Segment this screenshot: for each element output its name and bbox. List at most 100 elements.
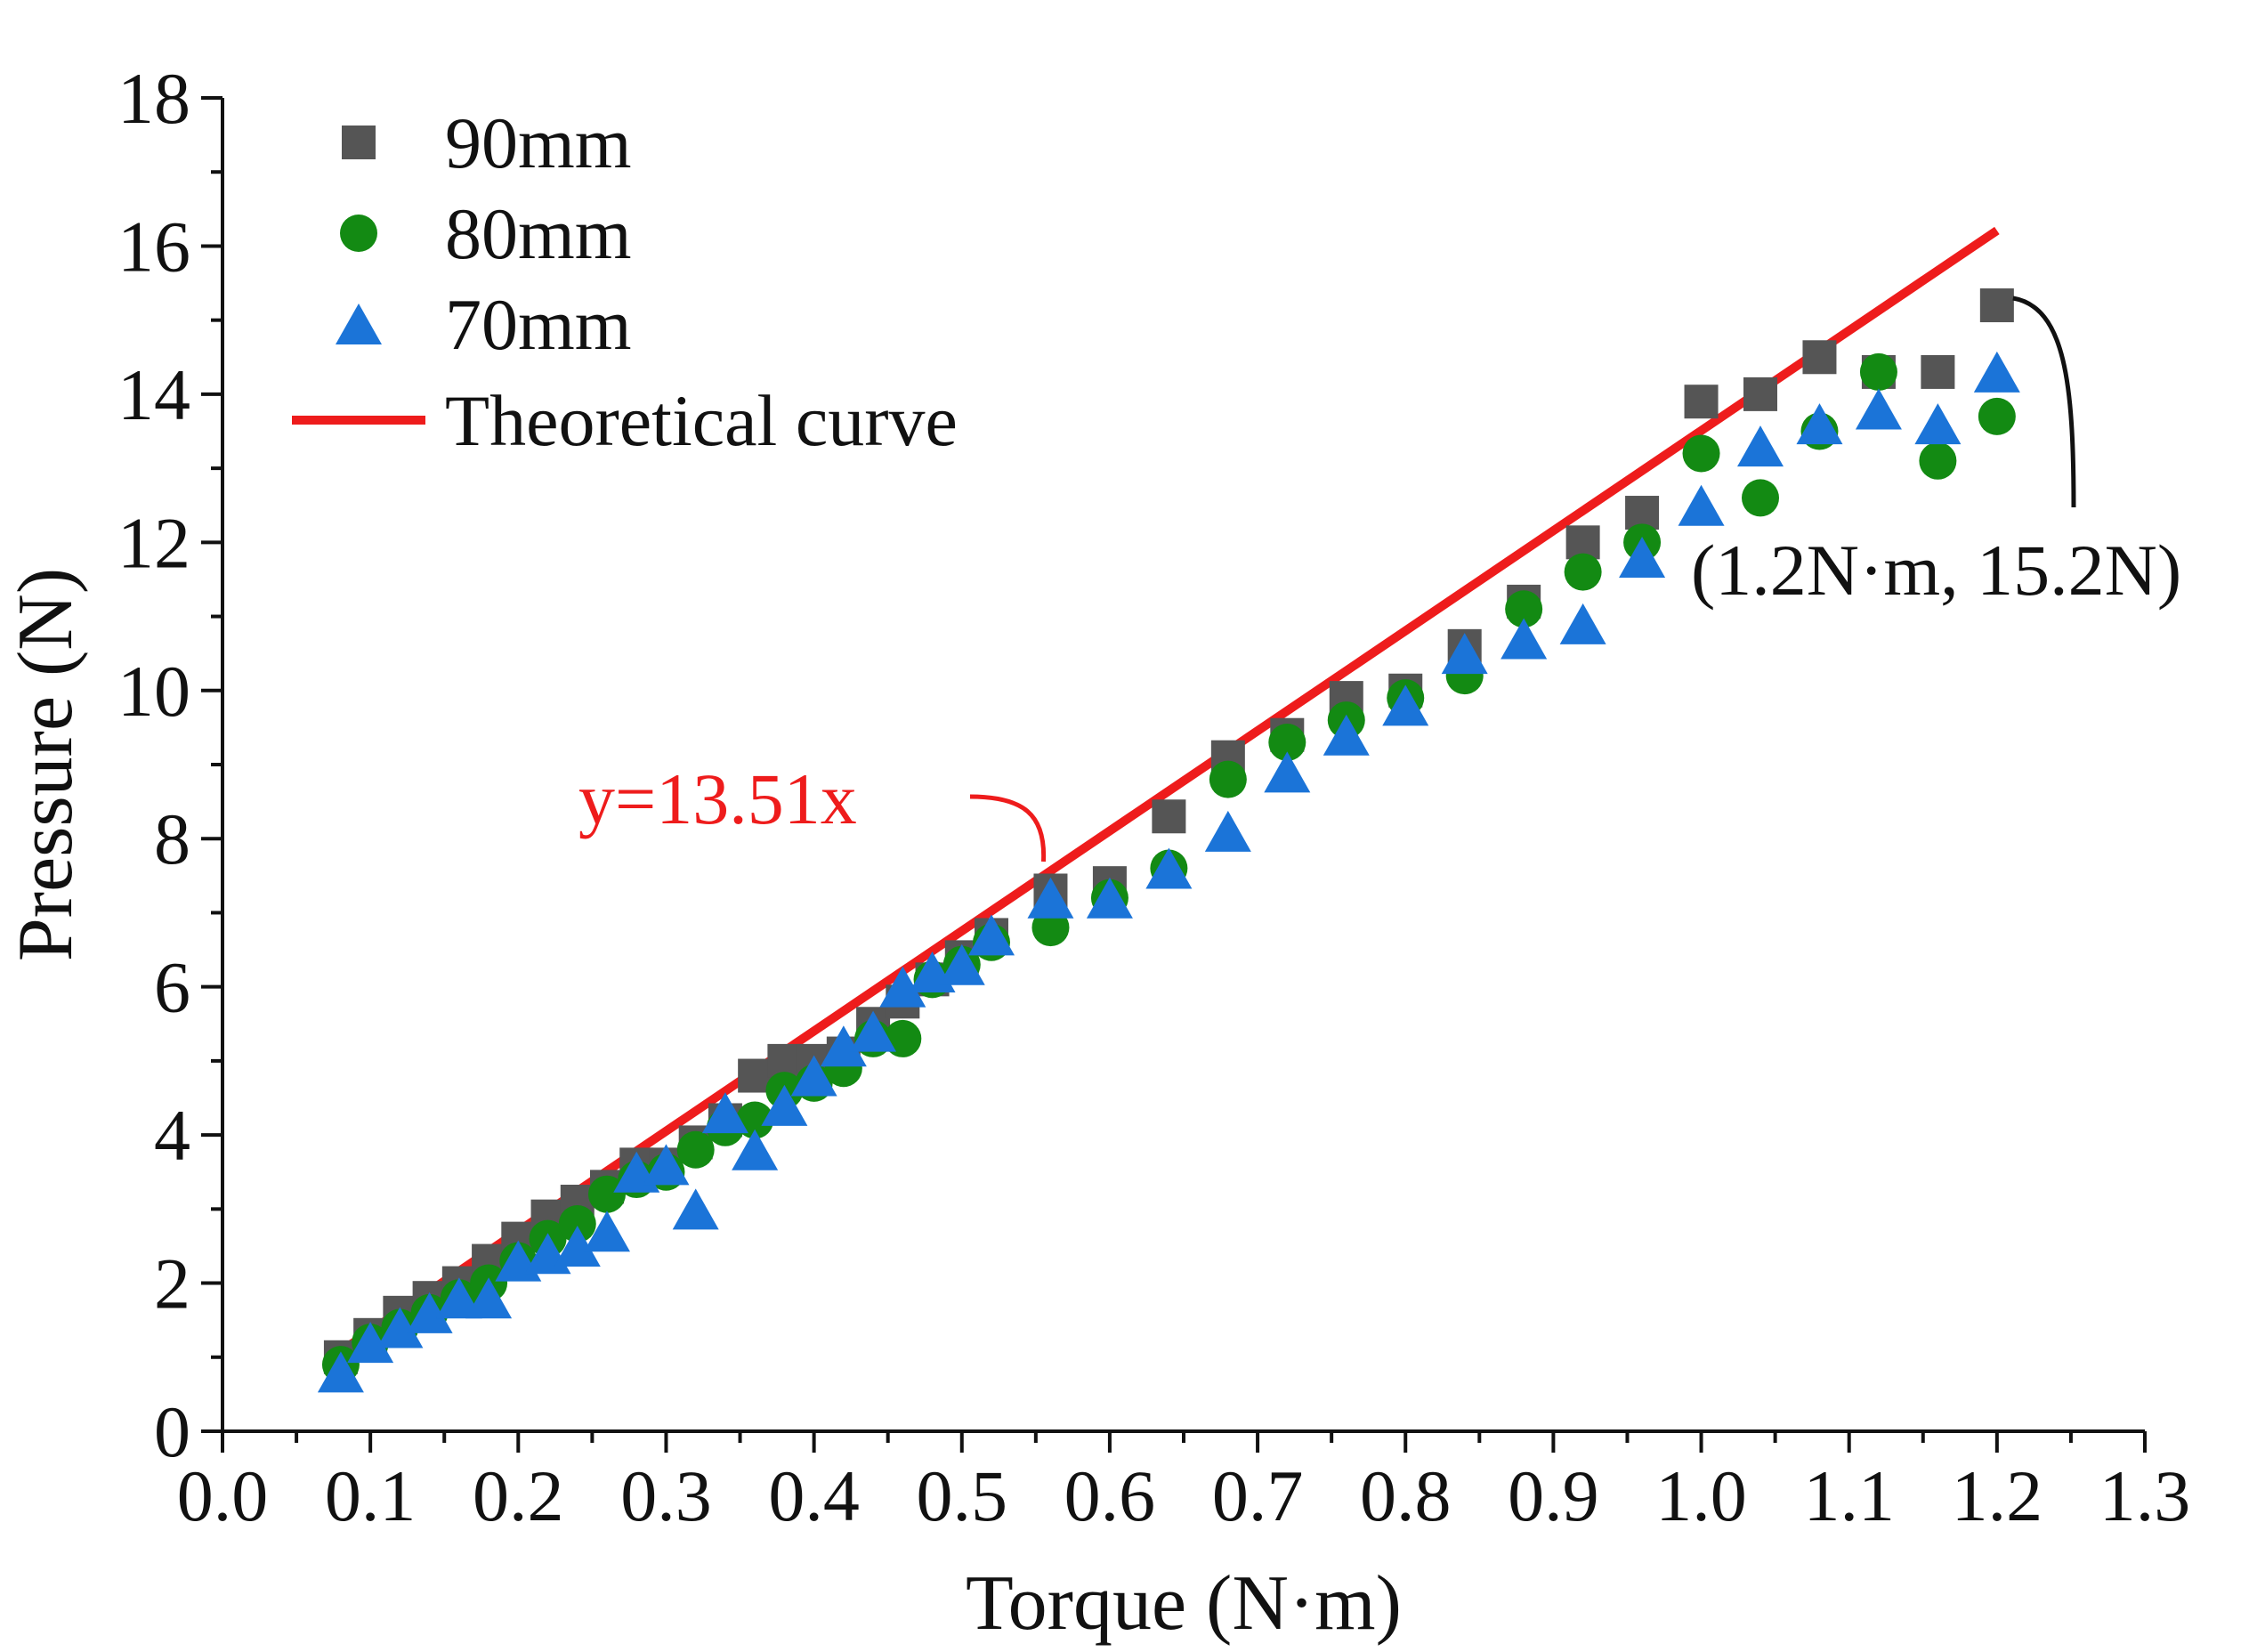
y-tick-label: 12 [117,502,190,583]
legend-label: 80mm [445,193,632,274]
data-point-70mm [938,943,985,985]
x-tick-label: 1.0 [1655,1455,1747,1536]
y-tick-label: 6 [154,947,190,1028]
max-point-leader-line [2012,296,2076,508]
data-point-70mm [465,1277,513,1319]
data-point-90mm [1921,354,1955,389]
data-point-70mm [376,1307,424,1348]
data-point-80mm [884,1019,922,1057]
data-point-70mm [1086,877,1133,919]
data-point-80mm [1919,441,1957,480]
series-70mm [317,351,2020,1393]
x-tick-label: 0.7 [1212,1455,1304,1536]
data-point-80mm [558,1204,596,1243]
data-point-80mm [1859,352,1897,391]
data-point-80mm [1268,724,1306,762]
y-tick-label: 8 [154,798,190,879]
data-points-layer [317,288,2020,1393]
legend: 90mm 80mm 70mm Theoretical curve [292,102,958,461]
legend-item-70mm: 70mm [336,284,632,365]
data-point-90mm [1684,385,1719,419]
x-tick-label: 1.3 [2099,1455,2191,1536]
y-tick-label: 16 [117,206,190,287]
legend-label: 70mm [445,284,632,365]
axes: 0.0 0.1 0.2 0.3 0.4 0.5 0.6 0.7 0.8 0.9 1.0 1.1 1.2 1… [117,58,2190,1536]
data-point-70mm [1027,877,1074,919]
data-point-70mm [732,1129,779,1170]
equation-label: y=13.51x [578,758,857,839]
data-point-90mm [1979,288,2014,323]
y-tick-label: 10 [117,651,190,732]
data-point-70mm [554,1225,601,1267]
data-point-70mm [435,1277,482,1319]
y-tick-label: 0 [154,1391,190,1472]
y-tick-label: 4 [154,1095,190,1176]
data-point-70mm [701,1092,748,1134]
theoretical-curve-line [338,226,2000,1356]
theoretical-curve-layer [338,226,2000,1356]
data-point-80mm [1978,397,2016,435]
x-tick-label: 0.8 [1360,1455,1452,1536]
legend-label: Theoretical curve [445,380,958,461]
data-point-70mm [672,1188,719,1230]
x-axis-title: Torque (N·m) [966,1560,1402,1647]
data-point-70mm [761,1084,808,1126]
y-tick-label: 18 [117,58,190,139]
data-point-80mm [1564,553,1602,591]
legend-item-80mm: 80mm [340,193,632,274]
max-point-label: (1.2N·m, 15.2N) [1691,530,2181,611]
legend-label: 90mm [445,102,632,183]
data-point-70mm [820,1025,867,1067]
data-point-70mm [850,1010,897,1052]
data-point-70mm [1796,403,1843,445]
data-point-70mm [643,1144,690,1186]
data-point-70mm [406,1292,453,1333]
data-point-70mm [1441,633,1488,675]
data-point-70mm [879,966,926,1008]
data-point-70mm [347,1322,394,1364]
x-tick-label: 1.1 [1803,1455,1895,1536]
data-point-70mm [1619,536,1666,578]
y-tick-label: 14 [117,354,190,435]
x-tick-label: 1.2 [1952,1455,2043,1536]
x-tick-label: 0.3 [620,1455,712,1536]
legend-item-theoretical-curve: Theoretical curve [292,380,958,461]
data-point-90mm [1743,377,1777,411]
y-tick-label: 2 [154,1243,190,1324]
x-tick-label: 0.9 [1508,1455,1599,1536]
data-point-70mm [1501,618,1548,660]
data-point-70mm [1914,403,1962,445]
data-point-70mm [317,1351,364,1393]
data-point-70mm [1264,751,1311,793]
data-point-70mm [1382,684,1429,726]
x-tick-label: 0.2 [473,1455,564,1536]
data-point-80mm [1682,434,1720,473]
data-point-70mm [1145,847,1193,889]
data-point-90mm [1152,799,1186,834]
data-point-70mm [1323,714,1370,756]
data-point-90mm [1802,340,1837,375]
data-point-70mm [1559,603,1606,644]
x-tick-label: 0.1 [325,1455,417,1536]
data-point-70mm [1737,425,1784,467]
data-point-80mm [676,1130,715,1169]
equation-leader-line [969,794,1047,862]
data-point-80mm [1505,590,1543,628]
data-point-70mm [584,1211,630,1252]
x-tick-label: 0.5 [917,1455,1008,1536]
legend-item-90mm: 90mm [342,102,632,183]
data-point-70mm [1678,484,1725,526]
legend-swatch [340,215,377,252]
x-tick-label: 0.4 [768,1455,860,1536]
x-tick-label: 0.6 [1064,1455,1156,1536]
data-point-80mm [1209,760,1247,798]
legend-swatch [342,126,376,159]
data-point-70mm [790,1055,837,1097]
legend-swatch [336,304,382,344]
data-point-80mm [1742,479,1779,517]
y-axis-title: Pressure (N) [3,568,89,961]
data-point-70mm [1204,810,1251,852]
annotations-layer: y=13.51x (1.2N·m, 15.2N) [578,296,2181,862]
data-point-70mm [1973,351,2020,393]
